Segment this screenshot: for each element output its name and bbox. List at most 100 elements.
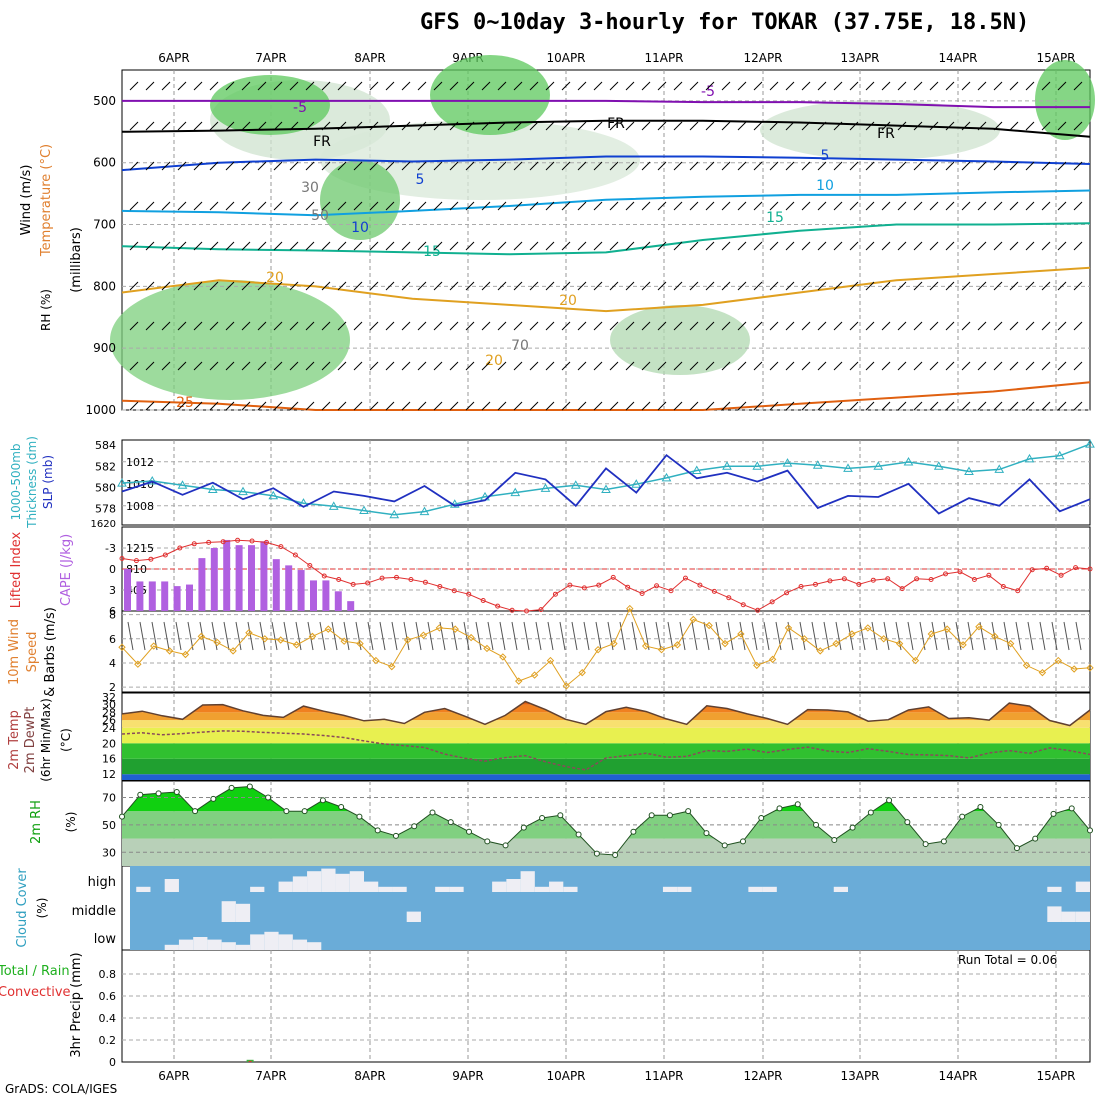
upper-barb	[865, 281, 875, 291]
barb-10m	[247, 621, 254, 651]
upper-barb	[305, 241, 315, 251]
rh-point	[137, 791, 144, 798]
upper-barb	[849, 81, 859, 91]
wind-speed-point	[483, 644, 491, 653]
upper-barb	[897, 201, 907, 211]
upper-barb	[433, 361, 443, 371]
upper-barb	[897, 401, 907, 411]
barb-10m	[271, 621, 278, 651]
wind-speed-point	[134, 660, 142, 668]
upper-barb	[625, 81, 635, 91]
cloud-high-bar	[278, 881, 293, 892]
upper-barb	[273, 161, 283, 171]
upper-barb	[481, 121, 491, 131]
lifted-point	[336, 577, 342, 582]
upper-barb	[929, 281, 939, 291]
upper-barb	[225, 121, 235, 131]
barb-10m	[1075, 621, 1082, 651]
wind-speed-point	[261, 635, 269, 643]
upper-barb	[641, 361, 651, 371]
lifted-point	[812, 581, 818, 587]
upper-barb	[465, 81, 475, 91]
upper-barb	[929, 361, 939, 371]
lifted-point	[740, 602, 746, 608]
upper-barb	[785, 281, 795, 291]
upper-barb	[145, 201, 155, 211]
lifted-point	[856, 581, 862, 587]
upper-barb	[369, 121, 379, 131]
rh-point	[703, 830, 710, 837]
upper-barb	[545, 121, 555, 131]
cloud-middle-bar	[1075, 911, 1090, 922]
upper-barb	[193, 121, 203, 131]
upper-barb	[769, 321, 779, 331]
lifted-point	[278, 544, 284, 550]
upper-barb	[977, 121, 987, 131]
upper-barb	[129, 241, 139, 251]
cloud-high-bar	[506, 879, 521, 892]
upper-barb	[481, 321, 491, 331]
upper-barb	[129, 201, 139, 211]
wind-tick-2: 2	[109, 681, 116, 694]
rh-blob-5	[430, 55, 550, 135]
date-bottom-12APR: 12APR	[743, 1069, 782, 1083]
upper-barb	[865, 401, 875, 411]
upper-barb	[369, 361, 379, 371]
upper-barb	[865, 361, 875, 371]
upper-barb	[241, 241, 251, 251]
upper-barb	[849, 401, 859, 411]
upper-barb	[289, 201, 299, 211]
upper-barb	[385, 321, 395, 331]
upper-barb	[785, 121, 795, 131]
wind-speed-point	[768, 655, 777, 664]
lifted-point	[451, 588, 457, 594]
pressure-tick-500: 500	[93, 94, 116, 108]
lifted-tick--3: -3	[105, 542, 116, 555]
upper-label-wind: Wind (m/s)	[19, 165, 34, 236]
upper-barb	[497, 161, 507, 171]
upper-barb	[897, 161, 907, 171]
rh-point	[904, 819, 911, 826]
wind-speed-point	[292, 641, 301, 649]
barb-10m	[571, 621, 578, 651]
upper-barb	[753, 81, 763, 91]
cape-bar	[148, 581, 156, 611]
upper-barb	[705, 321, 715, 331]
date-bottom-14APR: 14APR	[938, 1069, 977, 1083]
upper-barb	[641, 201, 651, 211]
upper-barb	[305, 281, 315, 291]
cloud-middle-bar	[406, 911, 421, 922]
upper-barb	[161, 241, 171, 251]
wind-speed-point	[499, 653, 507, 661]
cloud-high-bar	[1075, 881, 1090, 892]
upper-label-rh: RH (%)	[39, 289, 53, 331]
barb-10m	[1063, 621, 1070, 651]
upper-barb	[529, 361, 539, 371]
thickness-tick-bottom: 1620	[91, 519, 116, 530]
upper-barb	[337, 161, 347, 171]
contour-label-8: 10	[816, 178, 834, 194]
cloud-high-bar	[677, 886, 692, 892]
date-top-10APR: 10APR	[546, 51, 585, 65]
upper-barb	[225, 201, 235, 211]
upper-barb	[865, 241, 875, 251]
cape-bar	[248, 545, 255, 611]
precip-tick-0.8: 0.8	[99, 968, 117, 981]
lifted-point	[1029, 567, 1035, 573]
wind-speed-point	[1022, 661, 1031, 670]
barb-10m	[799, 621, 806, 651]
upper-barb	[785, 321, 795, 331]
barb-10m	[895, 621, 902, 651]
upper-barb	[657, 161, 667, 171]
lifted-point	[827, 578, 833, 584]
upper-barb	[625, 241, 635, 251]
upper-barb	[417, 201, 427, 211]
wind-speed-point	[737, 630, 745, 638]
rh-point	[192, 808, 199, 815]
rh-point	[392, 832, 399, 839]
upper-barb	[417, 281, 427, 291]
upper-barb	[497, 321, 507, 331]
upper-barb	[129, 361, 139, 371]
wind-speed-point	[181, 650, 190, 659]
upper-barb	[177, 81, 187, 91]
